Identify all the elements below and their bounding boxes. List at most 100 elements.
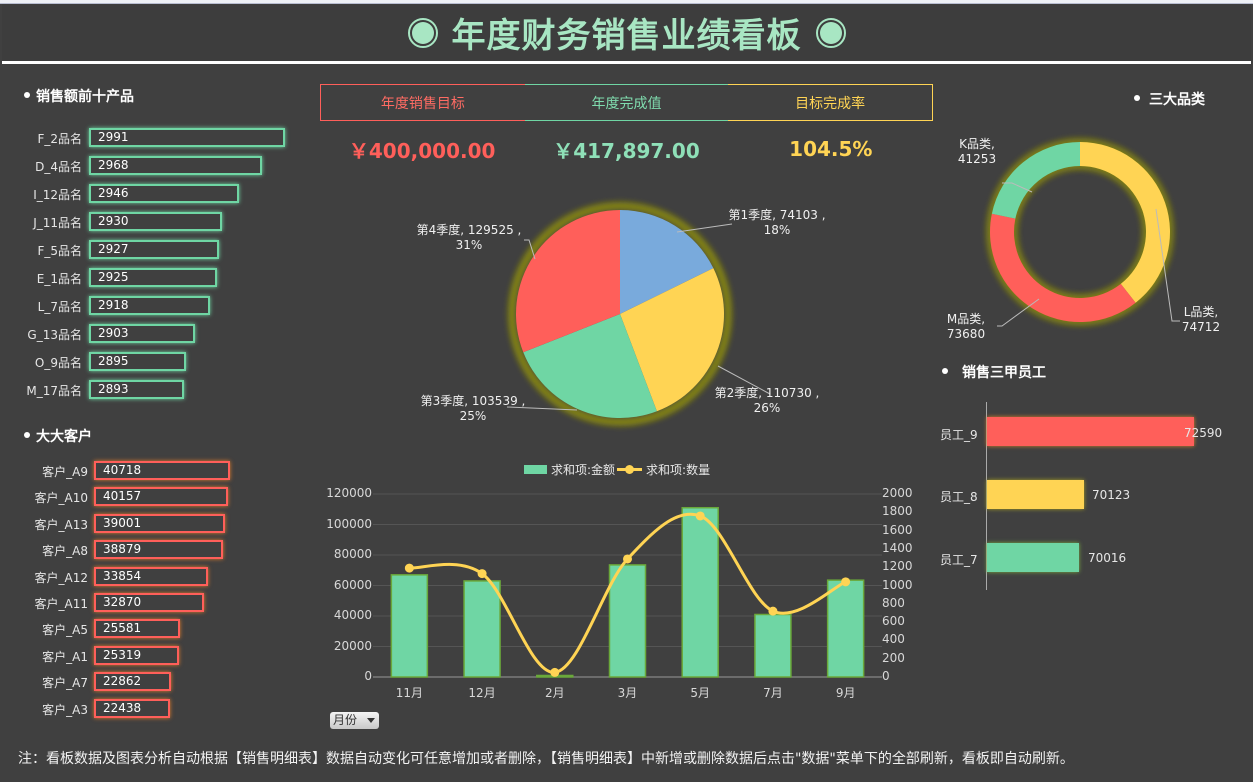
product-bar[interactable]: 2930 bbox=[89, 212, 222, 231]
product-label: D_4品名 bbox=[35, 160, 82, 174]
employee-axis bbox=[986, 402, 987, 590]
legend-line-label: 求和项:数量 bbox=[646, 463, 711, 477]
customer-bar[interactable]: 40718 bbox=[94, 461, 230, 480]
combo-bar[interactable] bbox=[754, 613, 792, 678]
pie-label-q1: 第1季度, 74103 , 18% bbox=[728, 208, 826, 237]
y-right-tick: 2000 bbox=[882, 486, 913, 500]
product-bar[interactable]: 2925 bbox=[89, 268, 217, 287]
categories-title: 三大品类 bbox=[1134, 89, 1205, 109]
legend-bar-label: 求和项:金额 bbox=[551, 463, 616, 477]
top-products-title: 销售额前十产品 bbox=[24, 86, 134, 106]
legend-bar-swatch bbox=[524, 465, 547, 474]
employee-label: 员工_7 bbox=[940, 553, 978, 567]
spreadsheet-gridline bbox=[0, 0, 1253, 4]
pie-slice[interactable] bbox=[516, 210, 620, 353]
circle-bullet-icon bbox=[407, 17, 438, 48]
combo-bar[interactable] bbox=[390, 574, 429, 678]
pie-label-q2: 第2季度, 110730 , 26% bbox=[714, 386, 820, 415]
x-tick: 5月 bbox=[690, 686, 711, 700]
combo-bar[interactable] bbox=[681, 506, 719, 678]
quantity-line[interactable] bbox=[409, 512, 847, 674]
x-tick: 12月 bbox=[468, 686, 496, 700]
y-right-tick: 400 bbox=[882, 632, 905, 647]
dropdown-arrow-icon bbox=[367, 718, 375, 723]
line-marker[interactable] bbox=[623, 554, 632, 564]
customer-label: 客户_A12 bbox=[34, 570, 88, 585]
customer-label: 客户_A5 bbox=[42, 623, 88, 638]
customer-bar[interactable]: 32870 bbox=[94, 593, 204, 612]
employee-bar[interactable] bbox=[987, 417, 1194, 446]
y-right-tick: 600 bbox=[882, 614, 905, 629]
y-right-tick: 1000 bbox=[882, 577, 913, 592]
kpi-rate-label: 目标完成率 bbox=[728, 84, 934, 121]
customer-bar[interactable]: 25581 bbox=[94, 619, 180, 639]
employees-title: 销售三甲员工 bbox=[942, 362, 1046, 382]
employee-bar[interactable] bbox=[987, 543, 1079, 572]
line-marker[interactable] bbox=[695, 511, 705, 521]
line-marker[interactable] bbox=[477, 569, 487, 579]
product-label: J_11品名 bbox=[33, 216, 82, 230]
customer-label: 客户_A1 bbox=[42, 649, 88, 664]
product-bar[interactable]: 2893 bbox=[89, 380, 184, 399]
donut-label-l: L品类, 74712 bbox=[1181, 305, 1221, 334]
x-tick: 9月 bbox=[835, 686, 856, 700]
combo-bar[interactable] bbox=[463, 580, 501, 678]
pie-slice[interactable] bbox=[620, 210, 714, 314]
product-bar[interactable]: 2895 bbox=[89, 352, 186, 371]
employee-bar[interactable] bbox=[987, 480, 1084, 509]
product-label: F_5品名 bbox=[37, 244, 82, 258]
customer-bar[interactable]: 33854 bbox=[94, 566, 208, 586]
product-bar[interactable]: 2991 bbox=[89, 128, 285, 147]
y-right-tick: 200 bbox=[882, 650, 905, 665]
customer-bar[interactable]: 22862 bbox=[94, 672, 171, 692]
employee-value: 70123 bbox=[1092, 488, 1131, 502]
kpi-target-label: 年度销售目标 bbox=[320, 84, 525, 121]
donut-label-m: M品类, 73680 bbox=[946, 312, 986, 341]
x-tick: 7月 bbox=[763, 686, 783, 700]
y-right-tick: 0 bbox=[882, 669, 890, 683]
customer-bar[interactable]: 40157 bbox=[94, 487, 228, 507]
x-tick: 3月 bbox=[617, 686, 638, 700]
product-label: O_9品名 bbox=[34, 356, 82, 370]
y-right-tick: 800 bbox=[882, 595, 905, 610]
product-bar[interactable]: 2968 bbox=[89, 156, 262, 175]
combo-bar[interactable] bbox=[826, 579, 865, 678]
x-tick: 2月 bbox=[544, 686, 565, 700]
donut-segment[interactable] bbox=[990, 213, 1136, 322]
product-bar[interactable]: 2918 bbox=[89, 296, 210, 315]
pie-label-q3: 第3季度, 103539 , 25% bbox=[420, 394, 526, 423]
product-bar[interactable]: 2927 bbox=[89, 240, 219, 259]
customer-bar[interactable]: 38879 bbox=[94, 540, 223, 560]
y-left-tick: 20000 bbox=[333, 638, 372, 653]
customer-bar[interactable]: 22438 bbox=[94, 698, 170, 718]
kpi-values: ￥400,000.00 ￥417,897.00 104.5% bbox=[320, 134, 933, 164]
combo-bar[interactable] bbox=[608, 564, 647, 678]
employee-value: 70016 bbox=[1088, 551, 1127, 565]
y-right-tick: 1800 bbox=[882, 504, 913, 519]
combo-bar[interactable] bbox=[536, 674, 574, 678]
donut-segment[interactable] bbox=[1080, 142, 1170, 303]
pie-slice[interactable] bbox=[523, 314, 657, 419]
line-marker[interactable] bbox=[768, 606, 778, 616]
line-marker[interactable] bbox=[404, 563, 414, 573]
dashboard-title: 年度财务销售业绩看板 bbox=[451, 16, 802, 56]
kpi-header: 年度销售目标 年度完成值 目标完成率 bbox=[320, 84, 934, 121]
product-bar[interactable]: 2946 bbox=[89, 184, 239, 203]
customer-label: 客户_A9 bbox=[42, 465, 88, 479]
y-left-tick: 120000 bbox=[326, 486, 372, 500]
pie-slice[interactable] bbox=[620, 268, 724, 412]
combo-legend: 求和项:金额 求和项:数量 bbox=[524, 461, 710, 478]
product-label: E_1品名 bbox=[36, 272, 82, 286]
circle-bullet-icon bbox=[815, 17, 846, 48]
product-bar[interactable]: 2903 bbox=[89, 324, 195, 343]
donut-label-k: K品类, 41253 bbox=[957, 137, 997, 166]
y-right-tick: 1400 bbox=[882, 540, 913, 555]
customer-label: 客户_A8 bbox=[42, 544, 88, 559]
donut-segment[interactable] bbox=[991, 142, 1080, 219]
month-filter-dropdown[interactable]: 月份 bbox=[330, 712, 379, 729]
line-marker[interactable] bbox=[841, 577, 851, 587]
line-marker[interactable] bbox=[550, 667, 560, 677]
customer-bar[interactable]: 39001 bbox=[94, 513, 225, 533]
customer-bar[interactable]: 25319 bbox=[94, 645, 179, 665]
kpi-actual-value: ￥417,897.00 bbox=[553, 138, 700, 163]
